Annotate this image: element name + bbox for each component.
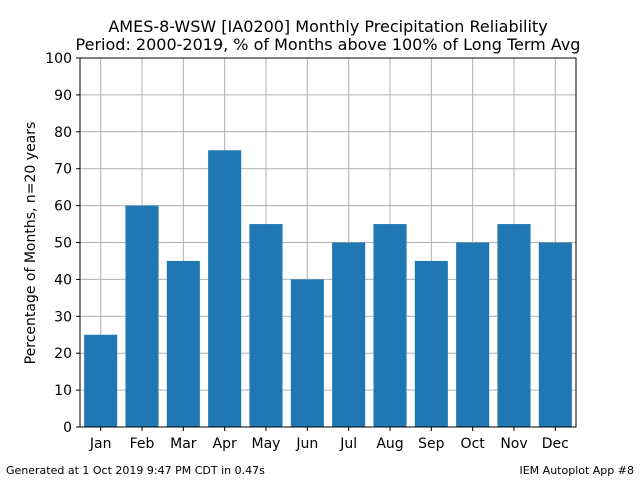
x-tick-label: Oct [461, 436, 486, 452]
y-tick-label: 50 [54, 236, 72, 252]
bar-apr [208, 150, 242, 427]
bar-feb [125, 205, 159, 427]
x-tick-label: Dec [542, 436, 569, 452]
bar-jan [84, 334, 118, 427]
bar-dec [538, 242, 572, 427]
x-tick-label: Jul [339, 436, 357, 452]
bar-jul [332, 242, 366, 427]
x-tick-label: May [252, 436, 281, 452]
bar-aug [373, 224, 407, 427]
x-tick-label: Apr [213, 436, 237, 452]
y-tick-label: 90 [54, 88, 72, 104]
x-tick-label: Mar [170, 436, 197, 452]
bar-mar [166, 260, 200, 427]
chart-subtitle: Period: 2000-2019, % of Months above 100… [76, 35, 581, 54]
y-tick-label: 20 [54, 346, 72, 362]
app-credit: IEM Autoplot App #8 [519, 464, 634, 477]
x-tick-label: Nov [500, 436, 527, 452]
axis-ticks: 0 10 20 30 40 50 60 70 80 90 100 Jan Feb Mar Apr May Jun… [45, 51, 569, 452]
bar-may [249, 224, 283, 427]
plot-frame [79, 57, 577, 428]
bar-oct [456, 242, 490, 427]
y-axis-label: Percentage of Months, n=20 years [23, 122, 39, 365]
generated-timestamp: Generated at 1 Oct 2019 9:47 PM CDT in 0… [6, 464, 265, 477]
y-tick-label: 100 [45, 51, 72, 67]
y-tick-label: 0 [63, 420, 72, 436]
y-tick-label: 30 [54, 309, 72, 325]
y-tick-label: 40 [54, 272, 72, 288]
y-tick-label: 80 [54, 125, 72, 141]
x-tick-label: Feb [130, 436, 155, 452]
y-tick-label: 10 [54, 383, 72, 399]
bar-sep [414, 260, 448, 427]
y-tick-label: 70 [54, 162, 72, 178]
x-tick-label: Jan [89, 436, 112, 452]
x-tick-label: Sep [418, 436, 445, 452]
x-tick-label: Jun [295, 436, 318, 452]
y-tick-label: 60 [54, 199, 72, 215]
x-tick-label: Aug [376, 436, 403, 452]
bars [84, 150, 572, 427]
bar-nov [497, 224, 531, 427]
chart-title: AMES-8-WSW [IA0200] Monthly Precipitatio… [108, 17, 547, 36]
bar-jun [290, 279, 324, 427]
